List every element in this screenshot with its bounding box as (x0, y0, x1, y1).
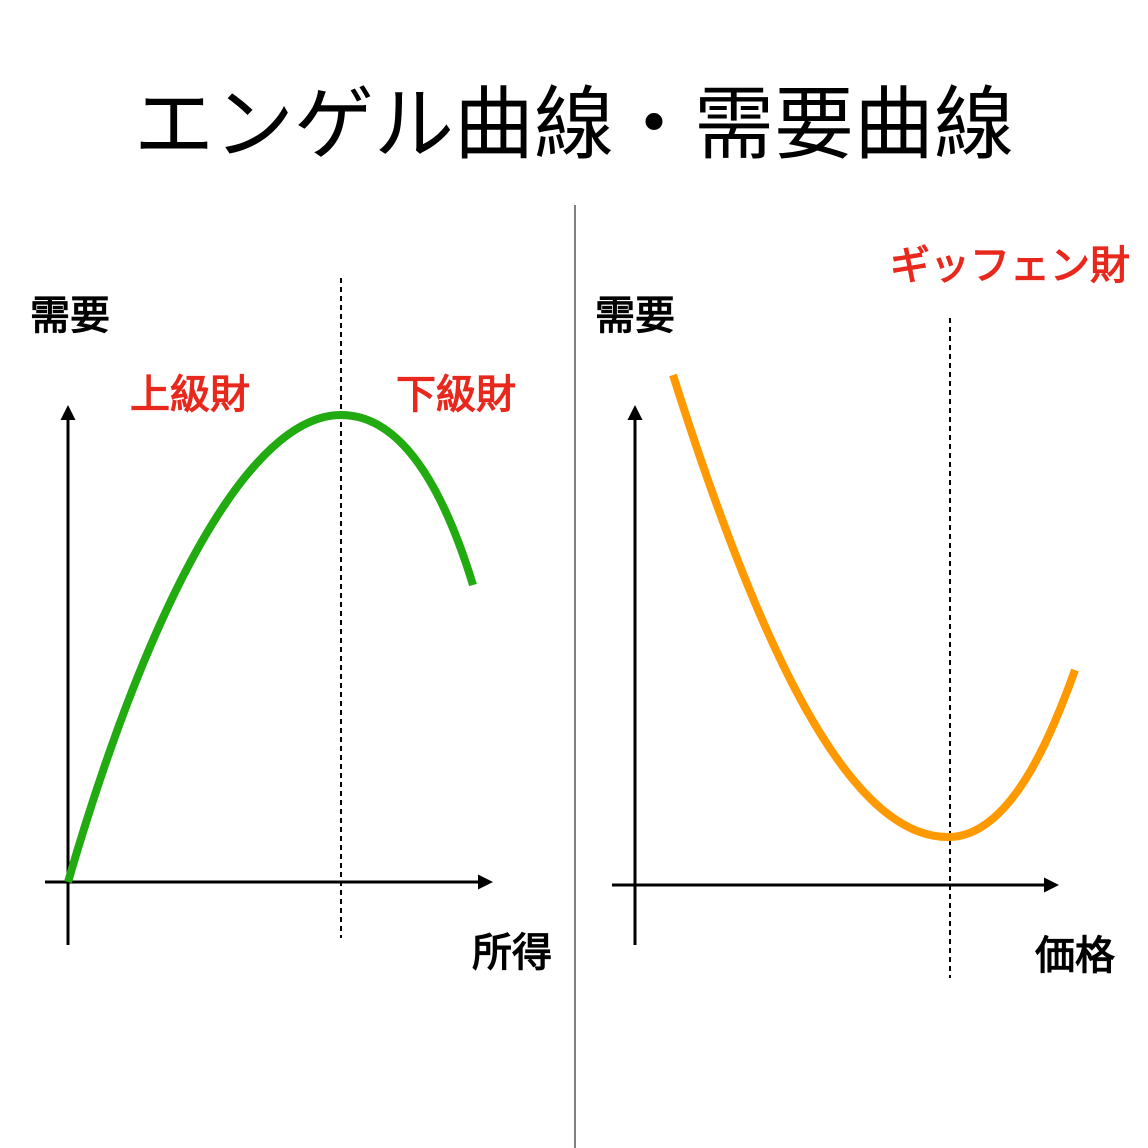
x-label: 所得 (472, 930, 552, 976)
label: 下級財 (396, 372, 516, 418)
engel-panel: 需要 上級財 下級財 所得 (30, 278, 552, 976)
title: エンゲル曲線・需要曲線 (134, 78, 1014, 171)
demand-panel: 需要 ギッフェン財 価格 (595, 243, 1130, 979)
engel-curve (64, 410, 477, 884)
demand-curve (669, 373, 1079, 842)
x-label: 価格 (1034, 933, 1116, 979)
label: 上級財 (130, 372, 250, 418)
label: ギッフェン財 (890, 243, 1130, 289)
y-label: 需要 (595, 293, 675, 339)
y-label: 需要 (30, 293, 110, 339)
